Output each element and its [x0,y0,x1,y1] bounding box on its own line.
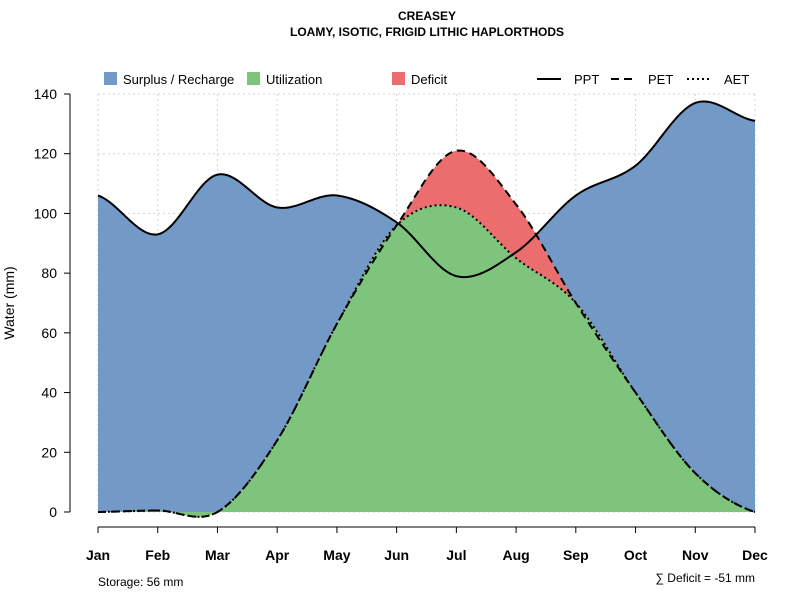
legend-label: Utilization [266,72,322,87]
x-tick-label: Jun [384,547,409,563]
legend-label: PPT [574,72,599,87]
x-tick-label: Jul [446,547,466,563]
y-tick-label: 100 [34,205,58,221]
chart-title: CREASEY [398,9,456,23]
axes: 0 20 40 60 80 100 120 140 Jan Feb Mar Apr May Jun Jul A… [34,86,768,563]
y-tick-label: 20 [41,444,57,460]
series-line-ppt [97,100,756,279]
y-tick-label: 0 [49,504,57,520]
y-tick-label: 140 [34,86,58,102]
x-tick-label: Aug [502,547,529,563]
series-line-aet [97,204,756,518]
legend-label: PET [648,72,673,87]
x-tick-label: Dec [742,547,768,563]
x-tick-label: Sep [563,547,589,563]
y-tick-label: 40 [41,385,57,401]
legend-swatch-utilization [247,72,260,85]
legend: Surplus / Recharge Utilization Deficit PPT P… [104,72,749,87]
line-layer [97,100,756,518]
x-tick-label: Feb [145,547,170,563]
deficit-annotation: ∑ Deficit = -51 mm [655,571,755,585]
y-axis-label: Water (mm) [1,266,17,339]
storage-annotation: Storage: 56 mm [98,575,183,589]
legend-swatch-surplus-recharge [104,72,117,85]
legend-swatch-deficit [392,72,405,85]
legend-label: Deficit [411,72,448,87]
x-tick-label: Oct [624,547,648,563]
x-tick-label: Apr [265,547,290,563]
y-tick-label: 120 [34,146,58,162]
x-tick-label: Mar [205,547,230,563]
x-tick-label: May [323,547,350,563]
y-tick-label: 80 [41,265,57,281]
legend-label: AET [724,72,749,87]
area-layer [98,101,755,517]
utilization-area [98,205,755,517]
x-tick-label: Jan [86,547,110,563]
x-tick-label: Nov [682,547,709,563]
chart-subtitle: LOAMY, ISOTIC, FRIGID LITHIC HAPLORTHODS [290,25,564,39]
legend-label: Surplus / Recharge [123,72,234,87]
y-tick-label: 60 [41,325,57,341]
